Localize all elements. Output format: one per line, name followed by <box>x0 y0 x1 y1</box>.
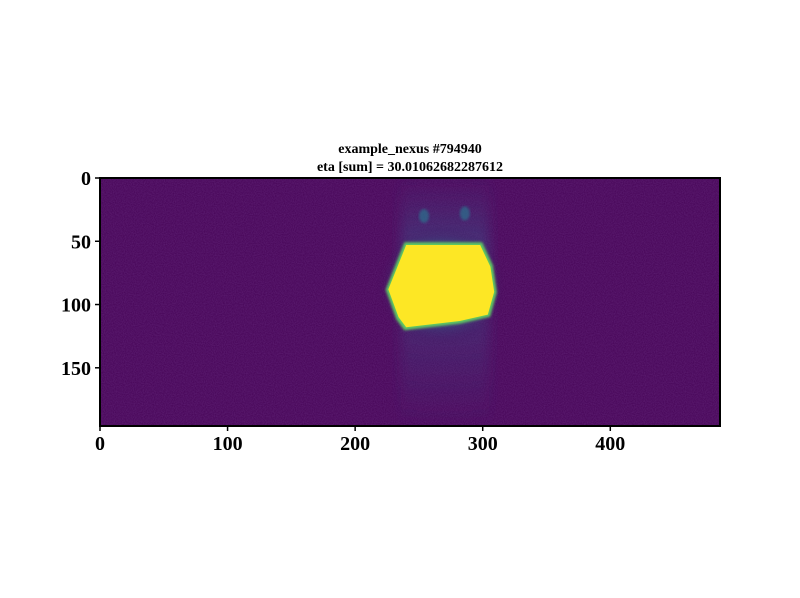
y-tick-label: 100 <box>61 295 91 317</box>
y-tick-label: 150 <box>61 358 91 380</box>
chart-title-line1: example_nexus #794940 <box>338 142 482 157</box>
x-tick-label: 100 <box>213 433 243 455</box>
x-tick-label: 300 <box>468 433 498 455</box>
hot-region <box>388 245 495 328</box>
y-axis: 0 50 100 150 <box>61 168 100 380</box>
y-tick-label: 50 <box>71 231 91 253</box>
secondary-feature-0 <box>419 208 430 223</box>
plot-area <box>100 178 720 426</box>
x-tick-label: 400 <box>595 433 625 455</box>
x-axis: 0 100 200 300 400 <box>95 426 625 455</box>
x-tick-label: 200 <box>340 433 370 455</box>
chart-title-line2: eta [sum] = 30.01062682287612 <box>317 160 503 175</box>
plot-frame <box>99 177 721 427</box>
secondary-feature-1 <box>459 206 470 221</box>
x-tick-label: 0 <box>95 433 105 455</box>
y-tick-label: 0 <box>81 168 91 190</box>
